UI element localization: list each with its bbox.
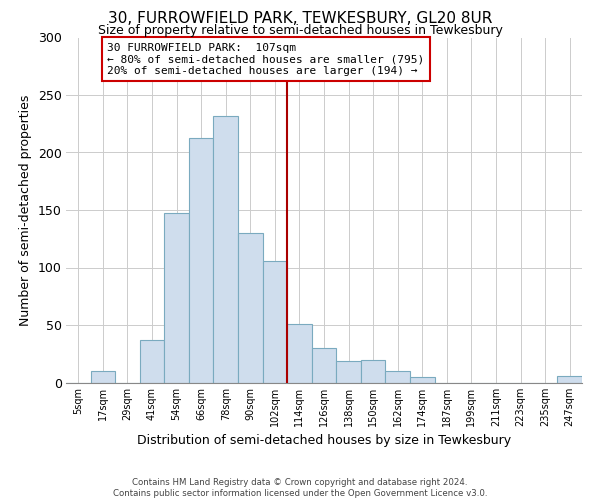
Bar	[214, 116, 238, 382]
Y-axis label: Number of semi-detached properties: Number of semi-detached properties	[19, 94, 32, 326]
Bar	[189, 138, 214, 382]
Bar	[238, 233, 263, 382]
Bar	[557, 376, 582, 382]
Bar	[91, 371, 115, 382]
Bar	[361, 360, 385, 382]
Text: Size of property relative to semi-detached houses in Tewkesbury: Size of property relative to semi-detach…	[98, 24, 502, 37]
Bar	[336, 360, 361, 382]
Bar	[287, 324, 312, 382]
Text: 30, FURROWFIELD PARK, TEWKESBURY, GL20 8UR: 30, FURROWFIELD PARK, TEWKESBURY, GL20 8…	[108, 11, 492, 26]
Bar	[312, 348, 336, 382]
X-axis label: Distribution of semi-detached houses by size in Tewkesbury: Distribution of semi-detached houses by …	[137, 434, 511, 448]
Text: 30 FURROWFIELD PARK:  107sqm
← 80% of semi-detached houses are smaller (795)
20%: 30 FURROWFIELD PARK: 107sqm ← 80% of sem…	[107, 42, 425, 76]
Bar	[164, 214, 189, 382]
Bar	[263, 260, 287, 382]
Bar	[140, 340, 164, 382]
Bar	[385, 371, 410, 382]
Bar	[410, 377, 434, 382]
Text: Contains HM Land Registry data © Crown copyright and database right 2024.
Contai: Contains HM Land Registry data © Crown c…	[113, 478, 487, 498]
